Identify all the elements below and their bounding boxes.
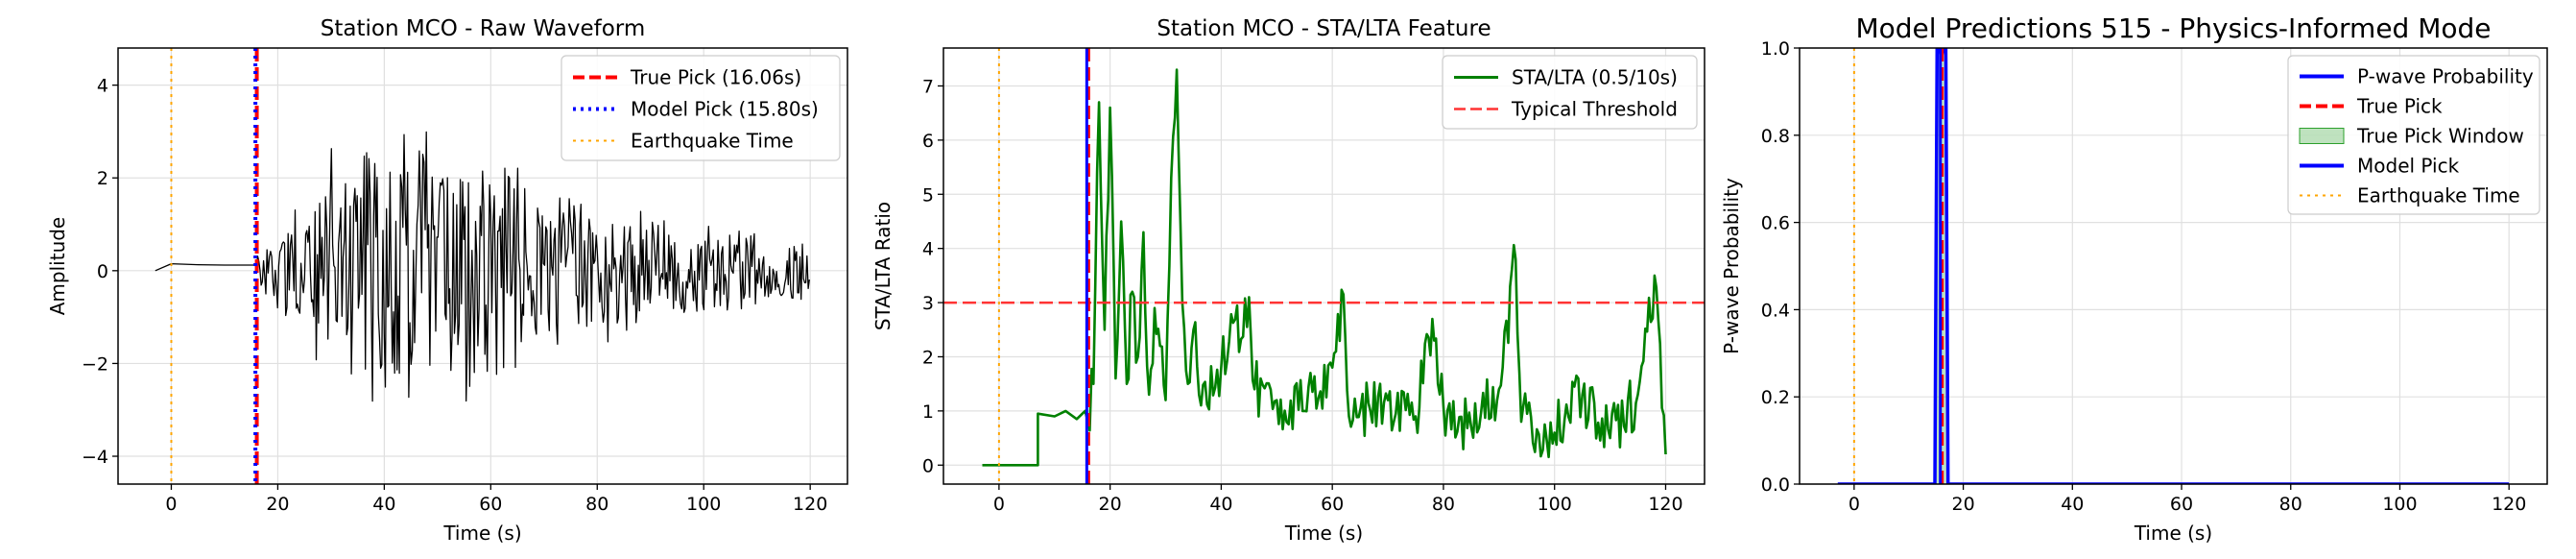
x-tick-label: 0 [1849,494,1860,515]
y-tick-label: 0.6 [1761,213,1790,234]
legend: STA/LTA (0.5/10s) Typical Threshold [1442,55,1698,130]
legend-entry-label: P-wave Probability [2357,65,2534,88]
x-tick-label: 20 [266,494,289,515]
x-tick-label: 0 [165,494,177,515]
y-axis-label: STA/LTA Ratio [871,202,894,330]
y-tick-label: −4 [82,447,108,468]
x-tick-label: 40 [372,494,395,515]
y-tick-label: 1 [922,401,934,423]
legend-box [1442,55,1698,130]
y-tick-label: 1.0 [1761,38,1790,60]
legend: True Pick (16.06s) Model Pick (15.80s) Ear… [561,55,841,161]
y-tick-label: 2 [922,347,934,368]
chart-panel-2: 0 20 40 60 80 100 120 0 1 2 3 4 5 6 7 Station MCO - STA… [871,16,1705,545]
legend: P-wave Probability True Pick True Pick Win… [2287,55,2540,215]
y-axis-label: Amplitude [46,217,69,316]
x-tick-label: 80 [1432,494,1455,515]
chart-title: Station MCO - Raw Waveform [321,16,645,41]
y-tick-label: 6 [922,131,934,152]
plot-area [943,48,1705,484]
y-tick-label: 0.0 [1761,474,1790,496]
x-tick-label: 120 [2492,494,2526,515]
legend-entry-label: STA/LTA (0.5/10s) [1512,66,1678,89]
y-tick-label: 7 [922,76,934,97]
y-tick-label: 4 [97,76,108,97]
legend-entry-label: Model Pick (15.80s) [631,98,819,121]
x-tick-label: 60 [2170,494,2193,515]
x-tick-label: 40 [1209,494,1232,515]
series-line-sta-lta-0-5-10s- [982,68,1667,467]
x-tick-label: 40 [2061,494,2084,515]
y-tick-label: 0 [97,261,108,282]
y-axis-label: P-wave Probability [1720,178,1743,354]
legend-entry-label: True Pick (16.06s) [630,66,801,89]
x-tick-label: 60 [479,494,502,515]
y-tick-label: 3 [922,293,934,314]
x-tick-label: 60 [1321,494,1344,515]
y-tick-label: 5 [922,184,934,206]
y-tick-label: −2 [82,353,108,375]
x-tick-label: 20 [1099,494,1122,515]
y-tick-label: 4 [922,239,934,260]
axes-frame [1799,47,2548,485]
x-tick-label: 80 [2279,494,2302,515]
y-tick-label: 2 [97,168,108,189]
x-tick-label: 100 [1538,494,1572,515]
legend-entry-label: Earthquake Time [2357,184,2520,207]
y-tick-label: 0.8 [1761,126,1790,147]
legend-entry-label: True Pick Window [2356,125,2524,148]
chart-panel-3: 0 20 40 60 80 100 120 0.0 0.2 0.4 0.6 0.8 1.0 Model P… [1720,12,2548,545]
legend-entry-label: Typical Threshold [1511,98,1678,121]
legend-box [2287,55,2540,215]
chart-title: Model Predictions 515 - Physics-Informed… [1855,12,2491,44]
y-tick-label: 0.2 [1761,387,1790,408]
x-tick-label: 80 [585,494,608,515]
plot-area [1837,48,2510,484]
x-tick-label: 100 [686,494,721,515]
x-tick-label: 120 [793,494,827,515]
x-axis-label: Time (s) [442,522,521,545]
axes-frame [942,47,1705,485]
x-tick-label: 20 [1951,494,1974,515]
plot-area [155,48,810,484]
x-axis-label: Time (s) [2134,522,2212,545]
chart-title: Station MCO - STA/LTA Feature [1157,16,1491,41]
legend-entry-label: True Pick [2356,95,2443,118]
y-tick-label: 0 [922,455,934,476]
legend-entry-label: Model Pick [2357,155,2460,178]
legend-entry-label: Earthquake Time [631,130,794,153]
y-tick-label: 0.4 [1761,300,1790,321]
x-tick-label: 100 [2382,494,2417,515]
x-tick-label: 120 [1648,494,1682,515]
chart-panel-1: 0 20 40 60 80 100 120 −4 −2 0 2 4 Station MCO - Raw … [46,16,848,545]
legend-swatch [2299,128,2345,144]
axes-frame [117,47,848,485]
x-tick-label: 0 [993,494,1005,515]
series-line-waveform [155,131,810,402]
legend-box [561,55,841,161]
x-axis-label: Time (s) [1284,522,1363,545]
